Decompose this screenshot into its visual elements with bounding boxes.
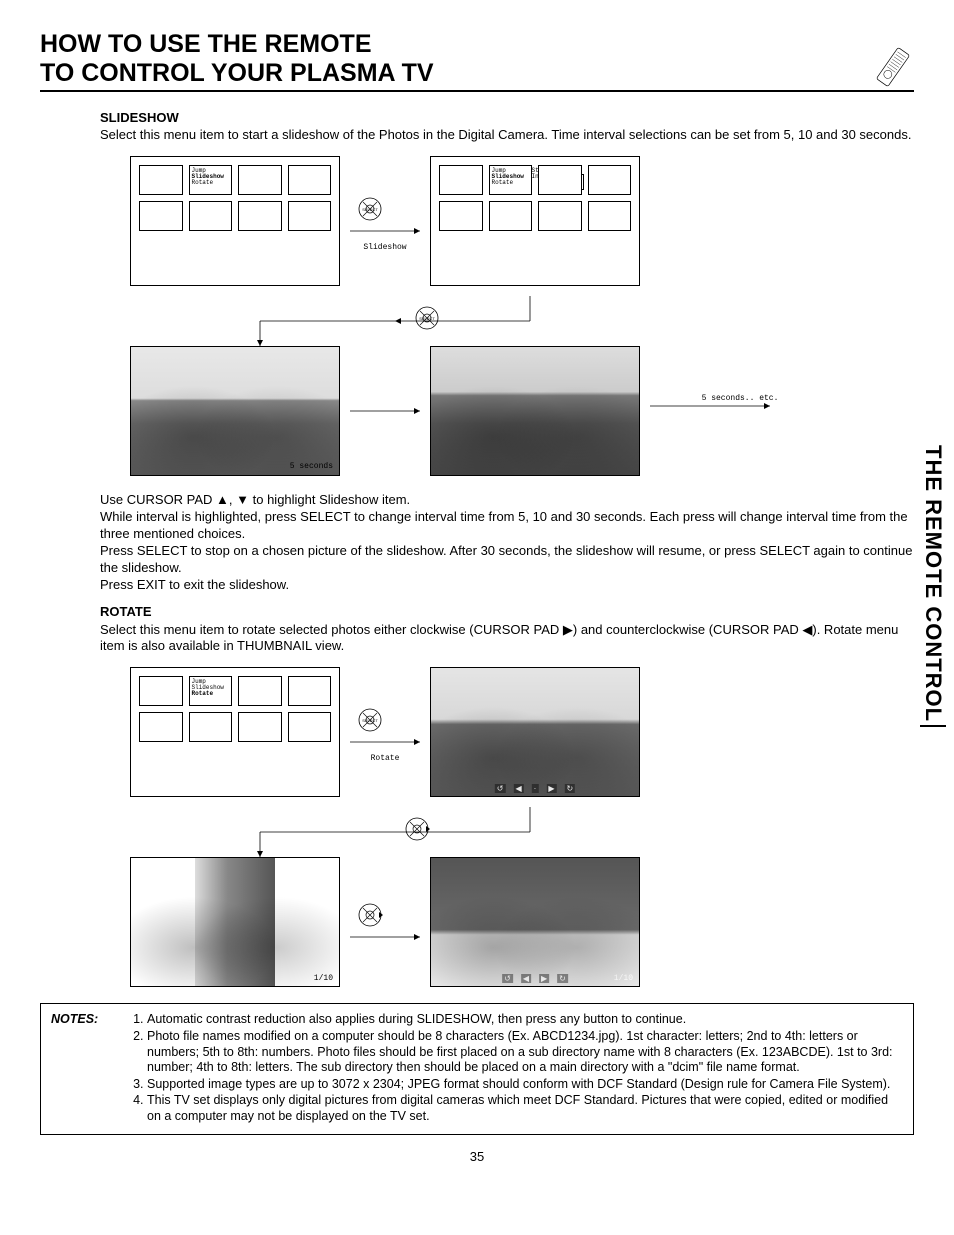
notes-box: NOTES: Automatic contrast reduction also… (40, 1003, 914, 1134)
arrow-right-3: 5 seconds.. etc. (640, 396, 780, 427)
notes-label: NOTES: (51, 1012, 111, 1125)
rotate-image-1: ↺◀·▶↻ (430, 667, 640, 797)
notes-list: Automatic contrast reduction also applie… (121, 1012, 903, 1125)
arrow-right-2 (340, 401, 430, 421)
slideshow-instr-1: Use CURSOR PAD ▲, ▼ to highlight Slidesh… (100, 492, 914, 509)
rotate-icons-1: ↺◀·▶↻ (495, 784, 575, 793)
rotate-connector (130, 807, 914, 857)
slideshow-panel-1: Jump Slideshow Rotate (130, 156, 340, 286)
rotate-intro: Select this menu item to rotate selected… (100, 622, 914, 656)
slideshow-instr-3: Press SELECT to stop on a chosen picture… (100, 543, 914, 577)
slideshow-instr-4: Press EXIT to exit the slideshow. (100, 577, 914, 594)
rotate-arrow-1: SELECT Rotate (340, 702, 430, 763)
title-line-2: TO CONTROL YOUR PLASMA TV (40, 59, 434, 87)
slideshow-diagram: Jump Slideshow Rotate SELECT (130, 156, 914, 476)
note-item-2: Photo file names modified on a computer … (147, 1029, 903, 1076)
rotate-diagram: Jump Slideshow Rotate SELECT (130, 667, 914, 987)
slideshow-connector: SELECT (130, 296, 914, 346)
arrow1-label: Slideshow (363, 243, 406, 252)
title-block: HOW TO USE THE REMOTE TO CONTROL YOUR PL… (40, 30, 914, 92)
rotate-arrow-2 (340, 897, 430, 947)
note-item-1: Automatic contrast reduction also applie… (147, 1012, 903, 1028)
arrow-right-1: SELECT Slideshow (340, 191, 430, 252)
rotate-image-3: ↺◀▶↻ 1/10 (430, 857, 640, 987)
slideshow-instructions: Use CURSOR PAD ▲, ▼ to highlight Slidesh… (100, 492, 914, 655)
rotate-arrow-label: Rotate (371, 754, 400, 763)
dpad-icon (340, 897, 430, 947)
rotate-icons-2: ↺◀▶↻ (502, 974, 568, 983)
menu1-rotate: Rotate (192, 179, 214, 186)
note-item-3: Supported image types are up to 3072 x 2… (147, 1077, 903, 1093)
note-item-4: This TV set displays only digital pictur… (147, 1093, 903, 1124)
rotate-heading: ROTATE (100, 604, 914, 621)
rotate-count-right: 1/10 (614, 974, 633, 983)
slideshow-instr-2: While interval is highlighted, press SEL… (100, 509, 914, 543)
page-title: HOW TO USE THE REMOTE TO CONTROL YOUR PL… (40, 30, 434, 88)
slideshow-image-1: 5 seconds (130, 346, 340, 476)
rotate-image-2: 1/10 (130, 857, 340, 987)
remote-icon (872, 46, 914, 88)
rotate-panel-1: Jump Slideshow Rotate (130, 667, 340, 797)
page-number: 35 (40, 1149, 914, 1164)
slideshow-image-2 (430, 346, 640, 476)
caption-5sec-etc: 5 seconds.. etc. (702, 394, 779, 403)
slideshow-panel-2: Jump Slideshow Rotate Start Interval 5 s… (430, 156, 640, 286)
rotate-count-left: 1/10 (314, 974, 333, 983)
title-line-1: HOW TO USE THE REMOTE (40, 30, 372, 58)
slideshow-heading: SLIDESHOW (100, 110, 914, 127)
dpad-icon: SELECT (340, 702, 430, 752)
slideshow-intro: Select this menu item to start a slidesh… (100, 127, 914, 144)
slideshow-section: SLIDESHOW Select this menu item to start… (100, 110, 914, 145)
dpad-icon: SELECT (340, 191, 430, 241)
caption-5sec-left: 5 seconds (290, 462, 333, 471)
page: HOW TO USE THE REMOTE TO CONTROL YOUR PL… (0, 0, 954, 1184)
